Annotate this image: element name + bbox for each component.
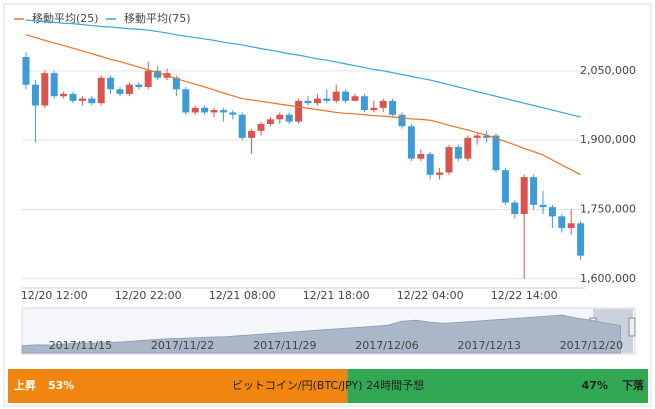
y-tick-label: 1,600,000 (580, 272, 636, 285)
candle-body (229, 112, 237, 115)
ma-line (25, 34, 581, 176)
navigator-area (21, 314, 621, 354)
ma-line (25, 19, 581, 118)
candle-body (351, 96, 359, 101)
candle-body (78, 98, 86, 101)
candle-body (323, 98, 331, 101)
candle-body (464, 137, 472, 159)
candle-body (182, 89, 190, 113)
main-plot: 1,600,000 1,750,000 1,900,000 2,050,000 12/2… (14, 11, 636, 302)
candle-body (454, 147, 462, 159)
up-value: 53% (48, 379, 74, 392)
candle-body (360, 96, 368, 111)
candle-body (398, 114, 406, 127)
x-tick-label: 12/22 14:00 (491, 289, 558, 302)
y-tick-label: 1,900,000 (580, 133, 636, 146)
candle-body (191, 107, 199, 113)
candle-body (436, 172, 444, 175)
x-tick-label: 12/22 04:00 (397, 289, 464, 302)
navigator-label: 2017/12/13 (457, 339, 520, 352)
candle-body (511, 202, 519, 215)
navigator-label: 2017/11/29 (253, 339, 316, 352)
y-tick-label: 2,050,000 (580, 64, 636, 77)
prediction-title: ビットコイン/円(BTC/JPY) 24時間予想 (232, 378, 424, 392)
candle-body (31, 84, 39, 106)
candle-body (285, 114, 293, 122)
frame (3, 3, 652, 407)
candle-body (407, 126, 415, 159)
x-tick-label: 12/20 22:00 (115, 289, 182, 302)
candle-body (370, 107, 378, 111)
up-bar (8, 369, 348, 403)
candle-body (201, 107, 209, 113)
candle-body (41, 73, 49, 106)
prediction-bar: 上昇 53% ビットコイン/円(BTC/JPY) 24時間予想 47% 下落 (8, 369, 648, 403)
candle-body (548, 207, 556, 217)
candle-body (107, 77, 115, 90)
candle-body (483, 135, 491, 138)
candle-body (154, 70, 162, 78)
navigator-label: 2017/11/15 (49, 339, 112, 352)
candle-body (135, 84, 143, 87)
candle-body (144, 70, 152, 87)
candle-body (257, 123, 265, 131)
navigator-label: 2017/12/06 (355, 339, 418, 352)
candle-body (22, 56, 30, 85)
legend-label: 移動平均(75) (124, 11, 191, 25)
candle-body (473, 135, 481, 138)
navigator: 2017/11/15 2017/11/22 2017/11/29 2017/12/06… (21, 314, 623, 354)
candle-body (379, 100, 387, 108)
candle-body (210, 110, 218, 113)
candle-body (389, 100, 397, 115)
candle-body (238, 114, 246, 138)
candle-body (567, 223, 575, 228)
navigator-label: 2017/11/22 (151, 339, 214, 352)
candle-body (332, 91, 340, 101)
candle-body (342, 91, 350, 101)
candle-body (276, 114, 284, 120)
candle-body (116, 89, 124, 94)
candle-body (304, 100, 312, 104)
candle-body (219, 110, 227, 113)
candle-body (60, 93, 68, 97)
candle-body (50, 73, 58, 97)
candle-body (417, 154, 425, 159)
down-value: 47% (582, 379, 608, 392)
down-bar (347, 369, 648, 403)
candle-body (266, 119, 274, 124)
candle-body (539, 204, 547, 208)
candle-body (88, 98, 96, 104)
candle-body (295, 100, 303, 122)
down-label: 下落 (622, 378, 645, 392)
candle-body (492, 135, 500, 171)
candle-body (558, 216, 566, 228)
x-tick-label: 12/21 08:00 (209, 289, 276, 302)
candle-body (172, 77, 180, 90)
candle-body (69, 93, 77, 101)
candle-body (530, 177, 538, 205)
x-tick-label: 12/21 18:00 (303, 289, 370, 302)
x-tick-label: 12/20 12:00 (21, 289, 88, 302)
candle-body (577, 223, 585, 256)
y-tick-label: 1,750,000 (580, 202, 636, 215)
candle-body (248, 130, 256, 138)
navigator-label: 2017/12/20 (560, 339, 623, 352)
candle-body (445, 147, 453, 173)
candle-body (97, 77, 105, 104)
candle-body (313, 98, 321, 104)
up-label: 上昇 (14, 378, 36, 392)
candle-body (125, 84, 133, 94)
candle-body (520, 177, 528, 215)
candle-body (501, 170, 509, 203)
candle-body (426, 154, 434, 175)
navigator-handle[interactable] (628, 317, 636, 337)
